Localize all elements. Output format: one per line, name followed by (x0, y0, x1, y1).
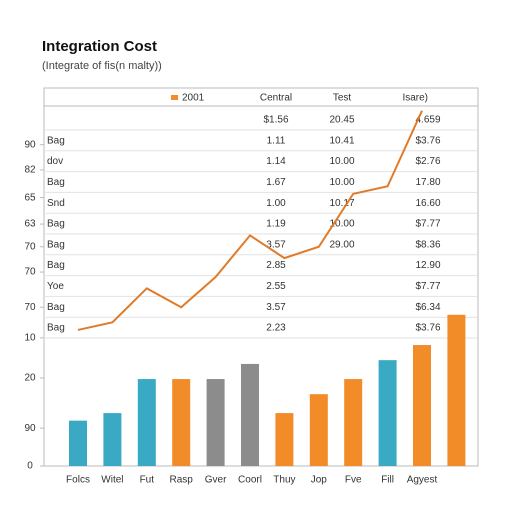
row-label: Bag (47, 219, 65, 230)
table-cell: 10.00 (329, 156, 354, 167)
bar (378, 360, 397, 466)
table-cell: $2.76 (415, 156, 440, 167)
bar (103, 413, 122, 466)
table-cell: $6.34 (415, 302, 440, 313)
table-cell: $1.56 (263, 115, 288, 126)
x-tick-label: Fill (381, 475, 394, 486)
y-tick-label: 0 (27, 461, 33, 472)
y-tick-label: 65 (24, 192, 36, 203)
x-tick-label: Thuy (273, 475, 295, 486)
table-cell: 10.17 (329, 198, 354, 209)
row-label: Bag (47, 302, 65, 313)
bar (69, 420, 87, 466)
table-cell: 1.11 (267, 135, 286, 146)
y-tick-label: 90 (24, 423, 36, 434)
y-tick-label: 63 (24, 219, 36, 230)
table-cell: 1.19 (266, 219, 286, 230)
row-label: Bag (47, 323, 65, 334)
x-tick-label: Coorl (238, 475, 262, 486)
table-cell: 3.57 (266, 239, 286, 250)
table-cell: 20.45 (329, 115, 354, 126)
bar (447, 314, 466, 466)
table-cell: 2.85 (266, 260, 286, 271)
table-cell: 1.14 (266, 156, 286, 167)
y-tick-label: 20 (24, 373, 36, 384)
table-cell: 1.67 (266, 177, 286, 188)
row-label: Bag (47, 135, 65, 146)
line-series (77, 110, 423, 331)
x-tick-label: Fut (140, 475, 155, 486)
table-cell: 12.90 (415, 260, 440, 271)
row-label: dov (47, 156, 63, 167)
row-label: Bag (47, 260, 65, 271)
bar (137, 379, 156, 466)
table-cell: 16.60 (415, 198, 440, 209)
x-tick-label: Gver (205, 475, 227, 486)
legend-swatch (171, 95, 178, 100)
legend-label: 2001 (182, 93, 205, 104)
table-cell: 10.00 (329, 177, 354, 188)
table-cell: $8.36 (415, 239, 440, 250)
row-label: Yoe (47, 281, 64, 292)
y-tick-label: 70 (24, 302, 36, 313)
column-header: Central (260, 93, 292, 104)
table-cell: 2.55 (266, 281, 286, 292)
table-cell: $7.77 (415, 219, 440, 230)
table-cell: 17.80 (415, 177, 440, 188)
table-cell: 2.23 (266, 323, 286, 334)
table-cell: 4.659 (415, 115, 440, 126)
row-label: Snd (47, 198, 65, 209)
y-tick-label: 82 (24, 165, 36, 176)
table-cell: 1.00 (266, 198, 286, 209)
chart-title: Integration Cost (42, 38, 157, 55)
x-tick-label: Witel (101, 475, 123, 486)
plot-frame (43, 87, 479, 467)
y-tick-label: 70 (24, 267, 36, 278)
row-label: Bag (47, 177, 65, 188)
x-tick-label: Rasp (170, 475, 194, 486)
x-tick-label: Agyest (407, 475, 438, 486)
table-cell: $3.76 (415, 135, 440, 146)
bar (206, 379, 225, 466)
table-cell: $7.77 (415, 281, 440, 292)
table-cell: $3.76 (415, 323, 440, 334)
column-header: Isare) (402, 93, 428, 104)
table-cell: 10.41 (329, 135, 354, 146)
chart-subtitle: (Integrate of fis(n malty)) (42, 60, 162, 72)
x-tick-label: Jop (311, 475, 328, 486)
y-tick-label: 90 (24, 139, 36, 150)
x-tick-label: Folcs (66, 475, 90, 486)
bar (344, 379, 363, 466)
table-cell: 3.57 (266, 302, 286, 313)
x-tick-label: Fve (345, 475, 362, 486)
y-tick-label: 10 (24, 332, 36, 343)
bar (413, 345, 431, 466)
bar (275, 413, 294, 466)
bar (241, 363, 259, 466)
column-header: Test (333, 93, 352, 104)
table-cell: 10.00 (329, 219, 354, 230)
row-label: Bag (47, 239, 65, 250)
bar (172, 379, 191, 466)
bar (309, 394, 328, 466)
y-tick-label: 70 (24, 241, 36, 252)
table-cell: 29.00 (329, 239, 354, 250)
